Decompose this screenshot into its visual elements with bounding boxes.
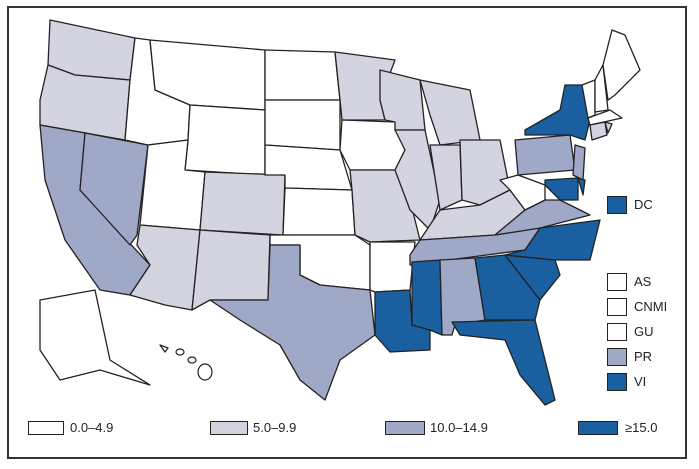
legend-label-0: 0.0–4.9 — [70, 420, 114, 435]
state-ak — [39, 289, 151, 386]
state-il — [394, 129, 441, 231]
territory-label-pr: PR — [634, 349, 653, 364]
legend-label-3: ≥15.0 — [625, 420, 658, 435]
territory-label-as: AS — [634, 274, 652, 289]
territory-swatch-vi — [607, 373, 627, 391]
state-ms — [411, 259, 443, 336]
state-de — [577, 177, 586, 196]
figure-border — [7, 6, 687, 459]
state-la — [374, 289, 431, 353]
state-hi-island — [187, 356, 197, 364]
state-tx — [209, 244, 376, 401]
state-me — [602, 29, 641, 101]
legend-swatch-1 — [210, 421, 248, 435]
state-pa — [514, 134, 576, 176]
state-wy — [184, 104, 266, 176]
legend-swatch-2 — [385, 421, 425, 435]
state-ks — [282, 187, 356, 236]
state-ct — [589, 121, 608, 141]
state-md — [544, 177, 579, 201]
state-fl — [451, 319, 556, 406]
state-ma — [587, 109, 623, 126]
state-ny — [524, 84, 591, 141]
state-wi — [379, 69, 426, 131]
territory-swatch-pr — [607, 348, 627, 366]
territory-swatch-dc — [607, 196, 627, 214]
state-ar — [369, 241, 416, 293]
state-hi — [159, 344, 169, 353]
state-ga — [474, 254, 541, 321]
territory-label-vi: VI — [634, 374, 647, 389]
territory-swatch-cnmi — [607, 298, 627, 316]
territory-label-cnmi: CNMI — [634, 299, 668, 314]
state-nh — [594, 64, 609, 113]
territory-swatch-as — [607, 273, 627, 291]
legend-swatch-3 — [578, 421, 618, 435]
state-co — [199, 171, 286, 236]
state-hi-island — [197, 363, 213, 381]
territory-label-gu: GU — [634, 324, 654, 339]
state-nm — [191, 229, 271, 311]
state-mi — [419, 79, 481, 146]
state-nd — [264, 49, 341, 101]
territory-swatch-gu — [607, 323, 627, 341]
state-sd — [264, 99, 341, 151]
state-hi-island — [175, 348, 185, 356]
legend-swatch-0 — [28, 421, 64, 435]
territory-label-dc: DC — [634, 197, 653, 212]
state-nj — [572, 144, 586, 181]
legend-label-2: 10.0–14.9 — [430, 420, 488, 435]
legend-label-1: 5.0–9.9 — [253, 420, 297, 435]
state-ri — [604, 121, 613, 134]
